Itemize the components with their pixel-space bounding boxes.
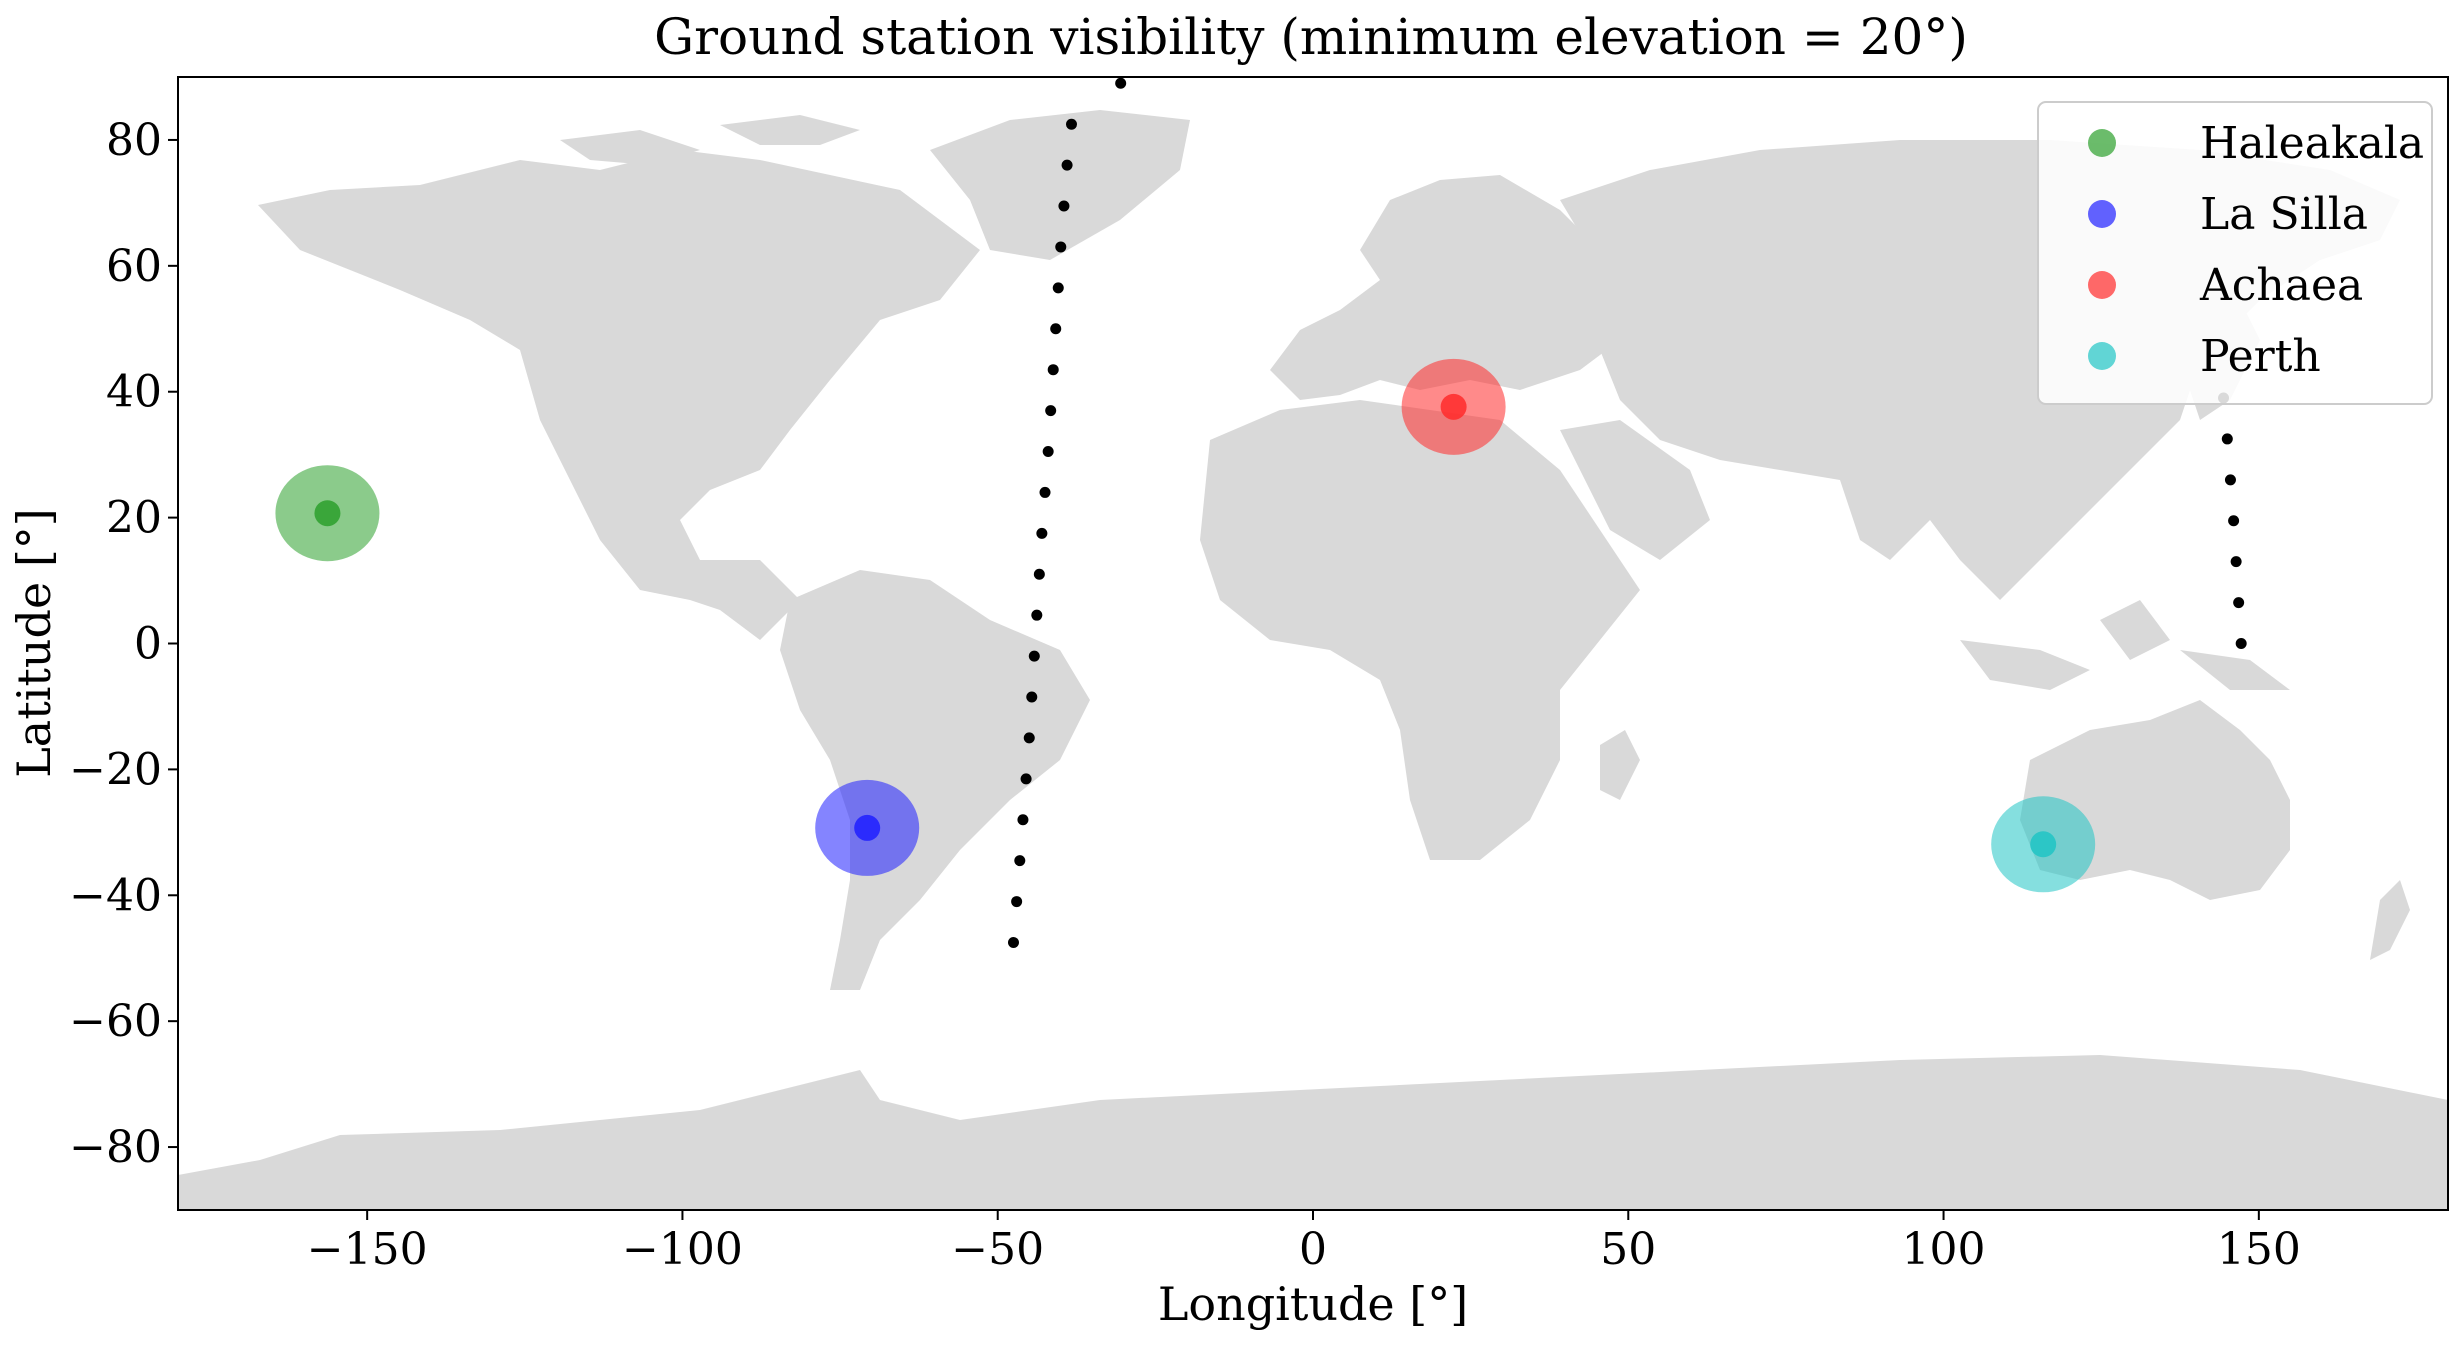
track-point-19 — [1061, 159, 1073, 171]
land-greenland — [930, 110, 1190, 260]
track-point-16 — [1052, 282, 1064, 294]
legend-label-1: La Silla — [2200, 189, 2368, 240]
x-axis: −150 −100 −50 0 50 100 150 — [307, 1210, 2301, 1275]
x-tick-label-6: 150 — [2217, 1224, 2301, 1275]
track-point-17 — [1055, 241, 1067, 253]
world-map — [178, 110, 2448, 1210]
land-antarctica — [178, 1055, 2448, 1210]
station-marker-0 — [314, 500, 341, 527]
track-point-11 — [1039, 486, 1051, 498]
y-tick-label-5: 20 — [106, 493, 162, 544]
x-axis-label: Longitude [°] — [1158, 1277, 1468, 1331]
land-arabia — [1560, 420, 1710, 560]
track-point-2 — [1014, 855, 1026, 867]
track-point-13 — [1045, 405, 1057, 417]
x-tick-label-4: 50 — [1600, 1224, 1656, 1275]
land-arctic-islands — [560, 115, 860, 165]
station-marker-1 — [854, 814, 881, 841]
x-tick-label-0: −150 — [307, 1224, 428, 1275]
x-tick-label-2: −50 — [951, 1224, 1044, 1275]
track-point-25 — [2228, 515, 2240, 527]
legend-frame — [2037, 101, 2433, 405]
ground-track-layer — [1007, 77, 2247, 948]
land-africa — [1200, 400, 1640, 860]
y-axis: −80 −60 −40 −20 0 20 40 60 80 — [69, 115, 178, 1173]
y-tick-label-7: 60 — [106, 241, 162, 292]
track-point-4 — [1020, 773, 1032, 785]
y-tick-label-4: 0 — [134, 619, 162, 670]
track-point-3 — [1017, 814, 1029, 826]
track-point-26 — [2224, 474, 2236, 486]
legend-entries: Haleakala La Silla Achaea Perth — [2088, 118, 2424, 382]
track-point-20 — [1065, 118, 1077, 130]
track-point-1 — [1011, 896, 1023, 908]
track-point-22 — [2235, 638, 2247, 649]
track-point-12 — [1042, 446, 1054, 458]
station-marker-2 — [1440, 393, 1467, 420]
y-tick-label-1: −60 — [69, 996, 162, 1047]
land-europe — [1270, 175, 1640, 400]
track-point-8 — [1031, 609, 1043, 621]
legend-marker-3 — [2088, 342, 2116, 370]
legend-marker-0 — [2088, 129, 2116, 157]
legend-marker-1 — [2088, 200, 2116, 228]
x-tick-label-3: 0 — [1299, 1224, 1327, 1275]
land-south-america — [780, 570, 1090, 990]
track-point-0 — [1007, 936, 1019, 948]
land-north-america — [258, 150, 980, 640]
y-tick-label-6: 40 — [106, 367, 162, 418]
station-marker-3 — [2030, 831, 2057, 858]
x-tick-label-1: −100 — [622, 1224, 743, 1275]
track-point-15 — [1050, 323, 1062, 335]
track-point-9 — [1033, 568, 1045, 580]
y-tick-label-2: −40 — [69, 870, 162, 921]
track-point-27 — [2221, 433, 2233, 445]
legend-label-0: Haleakala — [2200, 118, 2424, 169]
chart-title: Ground station visibility (minimum eleva… — [654, 8, 1968, 66]
y-tick-label-3: −20 — [69, 744, 162, 795]
stations-layer — [275, 358, 2096, 893]
y-tick-label-0: −80 — [69, 1122, 162, 1173]
legend-marker-2 — [2088, 271, 2116, 299]
land-new-zealand — [2370, 880, 2410, 960]
track-point-6 — [1026, 691, 1038, 703]
y-tick-label-8: 80 — [106, 115, 162, 166]
track-point-21 — [1115, 77, 1127, 89]
land-madagascar — [1600, 730, 1640, 800]
track-point-24 — [2230, 556, 2242, 568]
track-point-23 — [2233, 597, 2245, 609]
track-point-14 — [1047, 364, 1059, 376]
y-axis-label: Latitude [°] — [7, 508, 61, 777]
legend-label-2: Achaea — [2199, 260, 2363, 311]
track-point-7 — [1028, 650, 1040, 662]
track-point-5 — [1023, 732, 1035, 744]
x-tick-label-5: 100 — [1902, 1224, 1986, 1275]
land-se-asia-islands — [1960, 600, 2290, 690]
legend-label-3: Perth — [2200, 331, 2321, 382]
legend: Haleakala La Silla Achaea Perth — [2037, 101, 2433, 405]
track-point-18 — [1058, 200, 1070, 212]
track-point-10 — [1036, 527, 1048, 539]
